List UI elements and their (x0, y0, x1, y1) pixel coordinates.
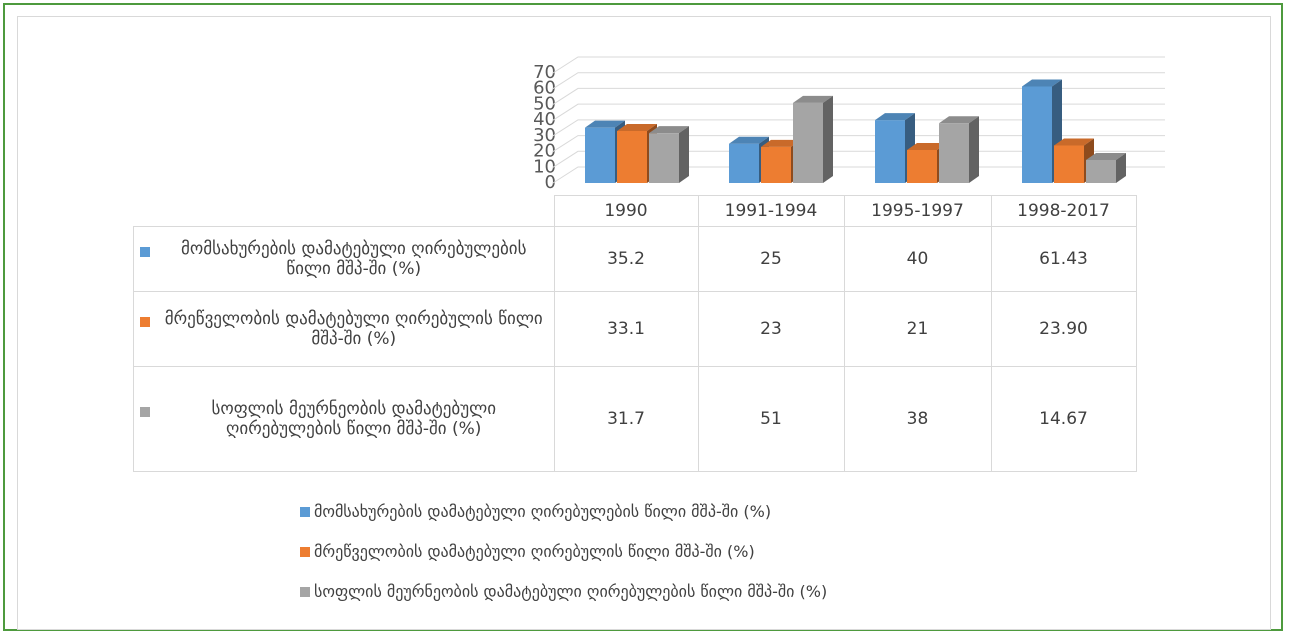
table-category: 1990 (553, 195, 699, 227)
data-table: 1990 1991-1994 1995-1997 1998-2017 მომსახურე… (133, 195, 1137, 472)
table-row-header: მრეწველობის დამატებული ღირებულის წილი მშ… (133, 290, 555, 367)
bar-front (793, 102, 823, 183)
bar-top (729, 136, 769, 144)
table-value: 21 (843, 290, 992, 367)
bar (793, 95, 833, 183)
bar-top (793, 95, 833, 103)
bar-top (875, 113, 915, 121)
bar-front (1054, 145, 1084, 183)
table-value: 23.90 (990, 290, 1137, 367)
table-value: 31.7 (553, 365, 699, 472)
grid-line (552, 56, 1165, 74)
bar-side (823, 95, 833, 183)
row-swatch (140, 316, 150, 327)
table-header-row: 1990 1991-1994 1995-1997 1998-2017 (133, 195, 1137, 227)
table-category: 1998-2017 (990, 195, 1137, 227)
bar-front (649, 133, 679, 183)
y-tick-label: 10 (533, 156, 556, 177)
bar-top (1086, 152, 1126, 160)
bar (939, 116, 979, 183)
bar-front (875, 120, 905, 183)
bar-top (1022, 79, 1062, 87)
bar-front (907, 150, 937, 183)
table-row: სოფლის მეურნეობის დამატებული ღირებულების… (133, 365, 1137, 472)
bar-front (1022, 86, 1052, 183)
legend-label: სოფლის მეურნეობის დამატებული ღირებულების… (314, 582, 828, 601)
legend-label: მომსახურების დამატებული ღირებულების წილი… (314, 502, 772, 521)
table-row: მრეწველობის დამატებული ღირებულის წილი მშ… (133, 290, 1137, 367)
table-value: 40 (843, 225, 992, 292)
table-value: 35.2 (553, 225, 699, 292)
table-value: 51 (697, 365, 845, 472)
legend-swatch (300, 546, 310, 557)
bar-front (729, 143, 759, 183)
outer-frame (3, 3, 1283, 631)
bar-side (969, 116, 979, 183)
row-swatch (140, 246, 150, 257)
bar-top (649, 126, 689, 134)
bar-top (907, 143, 947, 150)
grid-line (552, 103, 1165, 121)
row-header: სოფლის მეურნეობის დამატებული ღირებულების… (140, 399, 548, 439)
bar (649, 126, 689, 183)
y-tick-label: 50 (533, 93, 556, 114)
bar-front (585, 127, 615, 183)
table-value: 38 (843, 365, 992, 472)
bar-side (679, 126, 689, 183)
table-category: 1995-1997 (843, 195, 992, 227)
legend-item: მრეწველობის დამატებული ღირებულის წილი მშ… (300, 542, 755, 561)
grid-line (552, 72, 1165, 90)
y-tick-label: 70 (533, 62, 556, 83)
bar-top (617, 123, 657, 131)
y-tick-label: 30 (533, 125, 556, 146)
row-label: მომსახურების დამატებული ღირებულების წილი… (181, 238, 527, 279)
table-value: 23 (697, 290, 845, 367)
y-tick-label: 0 (545, 172, 556, 193)
legend-item: მომსახურების დამატებული ღირებულების წილი… (300, 502, 771, 521)
table-value: 61.43 (990, 225, 1137, 292)
bar-front (939, 123, 969, 183)
row-header: მომსახურების დამატებული ღირებულების წილი… (140, 239, 548, 279)
table-value: 25 (697, 225, 845, 292)
legend-item: სოფლის მეურნეობის დამატებული ღირებულების… (300, 582, 827, 601)
legend-swatch (300, 506, 310, 517)
legend-swatch (300, 586, 310, 597)
bar-top (1054, 138, 1094, 146)
row-header: მრეწველობის დამატებული ღირებულის წილი მშ… (140, 309, 548, 349)
table-category: 1991-1994 (697, 195, 845, 227)
table-value: 14.67 (990, 365, 1137, 472)
table-row-header: მომსახურების დამატებული ღირებულების წილი… (133, 225, 555, 292)
table-value: 33.1 (553, 290, 699, 367)
chart-area (17, 16, 1271, 630)
table-corner (133, 195, 555, 227)
bar-top (939, 116, 979, 124)
row-label: სოფლის მეურნეობის დამატებული ღირებულების… (211, 398, 497, 439)
grid-line (552, 87, 1165, 105)
bar-front (617, 130, 647, 183)
legend-label: მრეწველობის დამატებული ღირებულის წილი მშ… (314, 542, 755, 561)
row-label: მრეწველობის დამატებული ღირებულის წილი მშ… (164, 308, 543, 349)
table-row-header: სოფლის მეურნეობის დამატებული ღირებულების… (133, 365, 555, 472)
y-tick-label: 40 (533, 109, 556, 130)
y-tick-label: 60 (533, 78, 556, 99)
bar-side (1116, 152, 1126, 183)
bar-top (761, 139, 801, 147)
bar-front (761, 146, 791, 183)
bar-top (585, 120, 625, 128)
bar (1022, 79, 1062, 183)
bar-front (1086, 159, 1116, 183)
y-tick-label: 20 (533, 141, 556, 162)
row-swatch (140, 406, 150, 417)
bar (1086, 152, 1126, 183)
table-row: მომსახურების დამატებული ღირებულების წილი… (133, 225, 1137, 292)
